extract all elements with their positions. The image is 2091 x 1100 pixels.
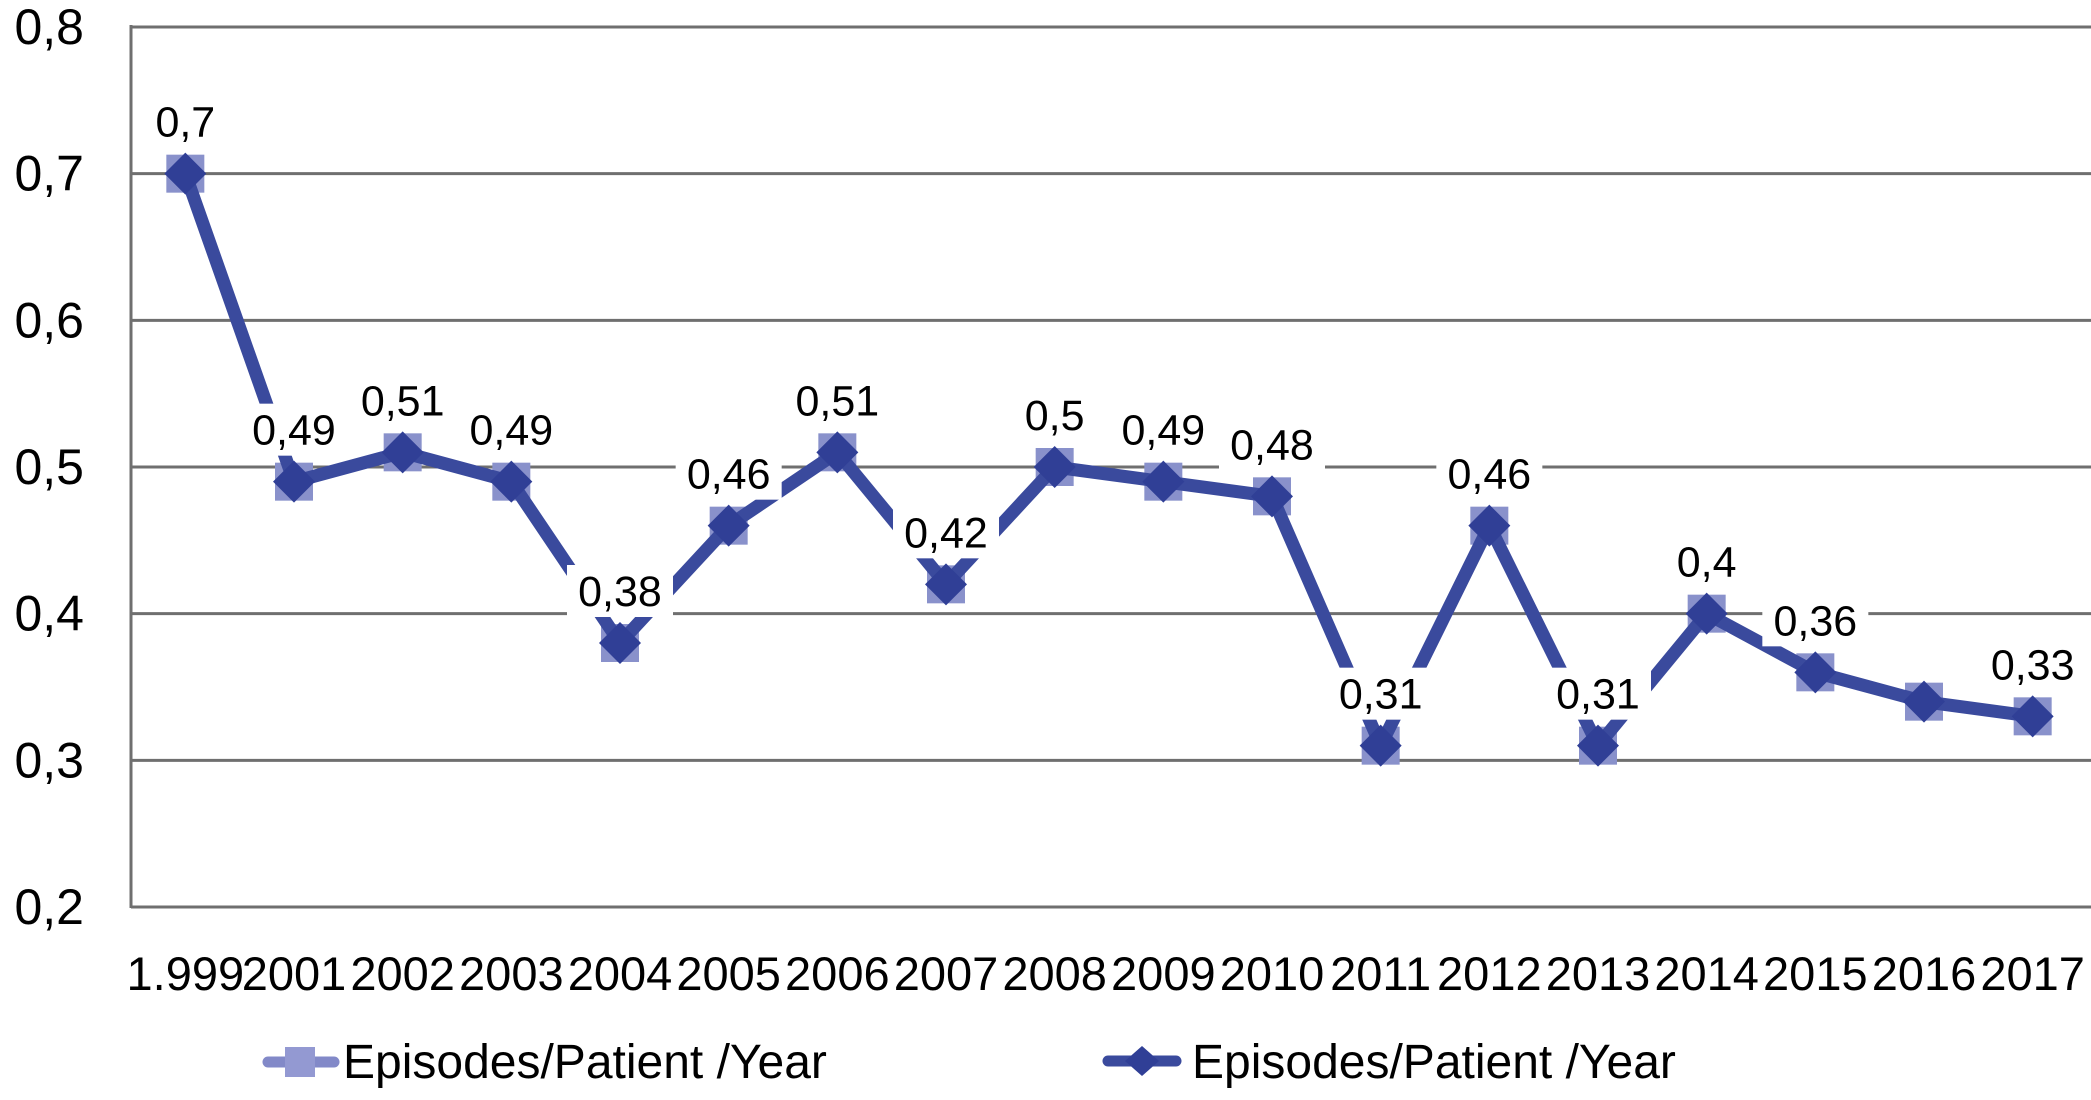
- data-point-diamond-marker: [1359, 724, 1402, 767]
- data-point-diamond-marker: [1468, 504, 1511, 547]
- x-tick-label: 2004: [568, 947, 673, 1000]
- x-tick-label: 2012: [1437, 947, 1542, 1000]
- legend: Episodes/Patient /Year Episodes/Patient …: [262, 1036, 1676, 1089]
- data-point-diamond-marker: [273, 460, 315, 503]
- y-tick-label: 0,3: [14, 732, 84, 788]
- data-label: 0,49: [469, 407, 553, 455]
- data-point-diamond-marker: [1794, 651, 1837, 694]
- data-label-background: [1013, 389, 1096, 441]
- x-tick-label: 2010: [1220, 947, 1325, 1000]
- series-line: [178, 167, 2040, 753]
- x-tick-label: 2001: [242, 947, 347, 1000]
- data-point-diamond-marker: [1033, 446, 1076, 488]
- data-label-background: [567, 565, 673, 617]
- data-label: 0,7: [155, 99, 215, 147]
- data-label-background: [1545, 667, 1651, 720]
- series-polyline: [178, 167, 2040, 753]
- y-tick-label: 0,6: [14, 292, 84, 348]
- data-label-background: [675, 447, 782, 500]
- data-label-background: [893, 506, 999, 559]
- x-tick-label: 2007: [894, 947, 999, 1000]
- data-label-background: [1219, 418, 1325, 471]
- data-label: 0,31: [1339, 671, 1423, 719]
- x-tick-label: 2002: [350, 947, 455, 1000]
- legend-item-square-series: Episodes/Patient /Year: [262, 1036, 827, 1089]
- data-label: 0,33: [1991, 641, 2075, 689]
- x-tick-label: 2017: [1980, 947, 2085, 1000]
- legend-label: Episodes/Patient /Year: [343, 1036, 827, 1089]
- x-tick-label: 2016: [1872, 947, 1977, 1000]
- data-label-background: [1110, 403, 1217, 456]
- data-point-diamond-marker: [925, 563, 967, 606]
- x-tick-label: 2008: [1002, 947, 1107, 1000]
- legend-label: Episodes/Patient /Year: [1192, 1036, 1676, 1089]
- y-tick-label: 0,5: [14, 439, 84, 495]
- x-tick-label: 2005: [676, 947, 781, 1000]
- data-label: 0,51: [361, 377, 445, 425]
- data-label-background: [144, 95, 227, 148]
- data-label: 0,42: [904, 509, 988, 557]
- data-point-diamond-marker: [381, 431, 424, 474]
- data-label: 0,38: [578, 568, 662, 616]
- legend-diamond-marker-icon: [1125, 1046, 1159, 1076]
- data-point-diamond-marker: [1251, 475, 1293, 518]
- data-label-background: [458, 403, 565, 456]
- x-tick-label: 1.999: [127, 947, 245, 1000]
- data-label-background: [1436, 447, 1543, 500]
- data-point-diamond-marker: [1577, 724, 1619, 767]
- x-tick-label: 2013: [1546, 947, 1651, 1000]
- data-label: 0,5: [1025, 392, 1085, 440]
- gridlines: [131, 25, 2091, 909]
- x-tick-label: 2014: [1654, 947, 1759, 1000]
- data-point-diamond-marker: [1142, 460, 1185, 503]
- data-label: 0,51: [795, 377, 879, 425]
- data-label-background: [1665, 535, 1748, 588]
- data-label: 0,46: [687, 451, 771, 499]
- data-label-background: [784, 374, 891, 427]
- data-label-background: [1979, 638, 2086, 691]
- series-diamond-markers: [164, 152, 2054, 767]
- data-point-diamond-marker: [490, 460, 533, 503]
- data-labels: 0,7 0,49 0,51 0,49 0,38 0,46 0,51 0,42 0,5 0,49 0,…: [144, 95, 2086, 720]
- data-point-diamond-marker: [707, 504, 750, 547]
- data-label: 0,31: [1556, 671, 1640, 719]
- x-tick-label: 2015: [1763, 947, 1868, 1000]
- data-point-diamond-marker: [2011, 695, 2054, 738]
- x-tick-label: 2011: [1330, 947, 1431, 1000]
- data-label: 0,36: [1773, 597, 1857, 645]
- x-tick-label: 2003: [459, 947, 564, 1000]
- legend-square-marker-icon: [285, 1047, 315, 1077]
- data-point-diamond-marker: [1685, 592, 1728, 635]
- data-point-diamond-marker: [599, 622, 641, 664]
- data-label: 0,48: [1230, 421, 1314, 469]
- data-point-diamond-marker: [1903, 680, 1945, 723]
- data-label: 0,4: [1677, 539, 1737, 587]
- y-tick-label: 0,7: [14, 146, 84, 202]
- x-tick-label: 2009: [1111, 947, 1216, 1000]
- x-tick-label: 2006: [785, 947, 890, 1000]
- data-label-background: [349, 374, 456, 427]
- data-point-diamond-marker: [816, 431, 859, 474]
- data-label-background: [241, 403, 347, 456]
- y-tick-label: 0,8: [14, 0, 84, 55]
- data-label-background: [1762, 594, 1869, 647]
- data-label: 0,49: [1121, 407, 1205, 455]
- data-label-background: [1327, 667, 1434, 720]
- y-tick-label: 0,4: [14, 586, 84, 642]
- legend-item-diamond-series: Episodes/Patient /Year: [1102, 1036, 1676, 1089]
- data-label: 0,46: [1447, 451, 1531, 499]
- y-tick-label: 0,2: [14, 879, 84, 935]
- data-point-diamond-marker: [164, 152, 207, 195]
- y-axis-tick-labels: 0,2 0,3 0,4 0,5 0,6 0,7 0,8: [14, 0, 84, 935]
- data-label: 0,49: [252, 407, 336, 455]
